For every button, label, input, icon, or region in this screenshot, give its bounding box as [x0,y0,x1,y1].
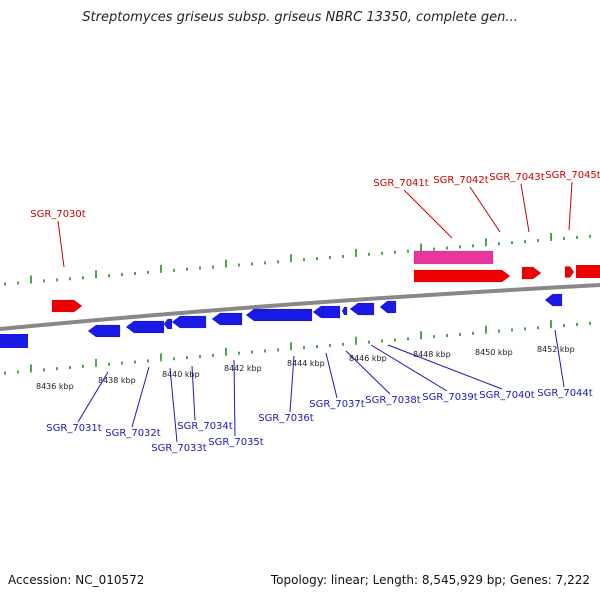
reverse-gene-arrow[interactable] [171,315,207,329]
kbp-tick-label: 8452 kbp [537,345,575,354]
label-leader-line [568,181,573,231]
label-leader-line [403,189,453,239]
label-leader-line [191,365,196,421]
label-leader-line [233,359,236,437]
gene-features [0,250,600,348]
reverse-gene-arrow[interactable] [125,320,165,334]
reverse-gene-arrow[interactable] [245,308,313,322]
reverse-gene-arrow[interactable] [163,318,173,330]
reverse-gene-arrow[interactable] [379,300,397,314]
forward-gene-label[interactable]: SGR_7045t [545,170,600,181]
kbp-tick-label: 8450 kbp [475,348,513,357]
rna-gene-feature[interactable] [413,250,494,265]
page-title: Streptomyces griseus subsp. griseus NBRC… [82,10,518,25]
label-leader-lines [57,181,573,443]
label-leader-line [169,367,178,443]
forward-gene-arrow[interactable] [51,299,83,313]
reverse-gene-label[interactable]: SGR_7039t [422,392,477,403]
kbp-tick-label: 8440 kbp [162,370,200,379]
topology-text: Topology: linear; Length: 8,545,929 bp; … [270,573,590,587]
reverse-gene-label[interactable]: SGR_7033t [151,443,206,454]
label-leader-line [387,344,503,390]
reverse-gene-arrow[interactable] [341,306,348,316]
forward-gene-arrow[interactable] [564,266,575,278]
kbp-tick-label: 8436 kbp [36,382,74,391]
lower-tick-track [4,320,591,375]
kbp-tick-label: 8442 kbp [224,364,262,373]
reverse-gene-arrow[interactable] [87,324,121,338]
kbp-tick-label: 8446 kbp [349,354,387,363]
label-leader-line [131,366,150,428]
label-leader-line [554,329,565,388]
forward-gene-arrow[interactable] [521,266,542,280]
forward-gene-arrow[interactable] [576,265,600,278]
label-leader-line [345,350,391,395]
reverse-gene-label[interactable]: SGR_7044t [537,388,592,399]
reverse-gene-arrow[interactable] [0,334,28,348]
tick-label-group: 8436 kbp 8438 kbp 8440 kbp 8442 kbp 8444 kbp… [36,345,575,391]
reverse-gene-label[interactable]: SGR_7036t [258,413,313,424]
reverse-gene-arrow[interactable] [312,305,341,319]
reverse-gene-label[interactable]: SGR_7035t [208,437,263,448]
reverse-gene-label[interactable]: SGR_7040t [479,390,534,401]
accession-text: Accession: NC_010572 [8,573,145,587]
forward-gene-label[interactable]: SGR_7041t [373,178,428,189]
reverse-gene-arrow[interactable] [211,312,243,326]
reverse-gene-arrow[interactable] [544,293,563,307]
label-leader-line [289,355,295,413]
forward-gene-label[interactable]: SGR_7030t [30,209,85,220]
upper-tick-track [4,232,591,286]
label-leader-line [469,186,501,233]
forward-gene-arrow[interactable] [413,269,511,283]
forward-gene-label[interactable]: SGR_7043t [489,172,544,183]
genome-backbone [0,283,600,331]
forward-gene-label[interactable]: SGR_7042t [433,175,488,186]
label-leader-line [370,344,448,392]
reverse-gene-label[interactable]: SGR_7032t [105,428,160,439]
reverse-gene-label[interactable]: SGR_7031t [46,423,101,434]
reverse-gene-label[interactable]: SGR_7034t [177,421,232,432]
reverse-gene-arrow[interactable] [349,302,375,316]
kbp-tick-label: 8438 kbp [98,376,136,385]
label-leader-line [77,371,109,423]
kbp-tick-label: 8448 kbp [413,350,451,359]
kbp-tick-label: 8444 kbp [287,359,325,368]
label-leader-line [57,220,65,268]
label-leader-line [520,183,530,233]
reverse-gene-label[interactable]: SGR_7037t [309,399,364,410]
reverse-gene-label[interactable]: SGR_7038t [365,395,420,406]
label-leader-line [325,352,338,399]
